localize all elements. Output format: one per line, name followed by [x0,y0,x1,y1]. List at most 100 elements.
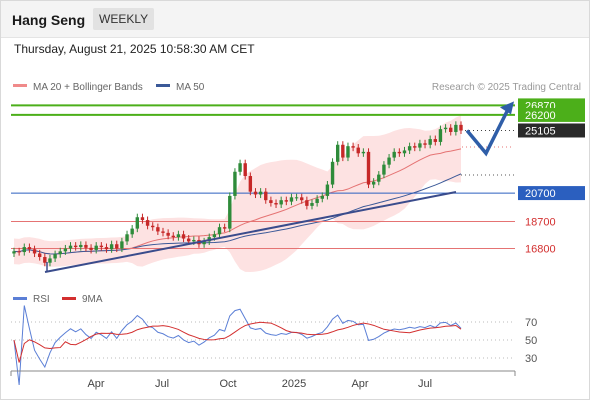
candle-body [151,225,155,228]
rsi-legend-swatch [13,297,27,300]
candle-body [346,146,350,158]
rsi-panel: 70 50 30 [11,305,537,386]
candle-body [459,124,463,131]
candle-body [423,143,427,145]
candle-body [125,234,129,242]
candle-body [130,228,134,235]
candle-body [351,146,355,148]
candle-body [22,247,26,253]
candle-body [377,174,381,182]
ma50-legend-swatch [156,84,170,87]
candle-body [438,129,443,142]
level-tag-26200 [518,107,585,122]
support-trendline [44,191,457,273]
candle-body [73,245,78,248]
projection-arrow-path [465,104,512,157]
candle-body [253,191,258,195]
candle-body [449,127,453,132]
candle-body [248,176,253,192]
candle-body [315,198,319,204]
rsi-line [13,305,462,386]
candle-body [325,184,330,196]
candle-body [43,257,47,263]
candle-body [335,144,340,162]
candle-body [228,195,232,229]
candle-body [17,251,21,253]
candle-body [84,244,88,248]
level-label-20700: 20700 [525,188,556,200]
candle-body [171,235,175,238]
candle-body [120,241,124,249]
candle-body [264,191,268,201]
candle-body [192,239,196,242]
candle-body [407,146,412,151]
candle-body [274,203,278,205]
candle-body [418,143,422,148]
candle-body [135,217,140,229]
candle-body [341,144,345,158]
last-price-tag [518,123,585,138]
candle-body [366,151,371,185]
candle-body [68,245,73,249]
rsi-legend-label: RSI [33,294,50,305]
overlay-lines [44,101,514,273]
candle-body [454,124,458,132]
candle-body [109,244,114,250]
candle-body [413,146,417,148]
candle-body [89,247,93,250]
candle-body [58,251,62,255]
candle-body [233,171,237,196]
candle-body [238,163,242,172]
candle-body [53,254,57,259]
candle-body [12,251,16,254]
level-tag-20700 [518,186,585,201]
candle-body [402,150,407,154]
candle-body [166,232,170,236]
candle-body [37,253,42,258]
x-tick-label: Jul [155,378,169,390]
ma50-legend-label: MA 50 [176,82,205,93]
candle-body [145,220,150,226]
instrument-title: Hang Seng [12,12,86,28]
copyright-label: Research © 2025 Trading Central [432,82,581,93]
x-tick-label: Oct [219,378,236,390]
candle-body [212,234,217,238]
candle-body [94,245,98,250]
candle-body [269,200,273,204]
candle-body [176,234,181,238]
x-tick-label: 2025 [282,378,306,390]
x-tick-label: Jul [418,378,432,390]
rsi-ma-legend-label: 9MA [82,294,103,305]
projection-arrow-head [500,101,514,115]
candle-body [330,161,335,185]
candle-body [104,247,109,250]
x-tick-label: Apr [351,378,368,390]
rsi-tick-label: 30 [525,353,537,365]
candle-body [392,151,396,158]
candle-body [99,245,104,248]
rsi-tick-label: 70 [525,317,537,329]
candle-body [243,163,247,177]
ma50-line [13,173,462,255]
candle-body [32,249,37,254]
candle-body [27,247,32,250]
rsi-ma-line [13,321,462,363]
candle-body [433,139,438,142]
candle-body [397,151,402,154]
candle-body [63,248,68,252]
candle-body [305,200,309,206]
candle-body [181,234,186,239]
x-axis: Apr Jul Oct 2025 Apr Jul [10,370,516,390]
candle-body [284,200,289,202]
candle-body [300,197,304,201]
period-button[interactable]: WEEKLY [93,8,155,30]
candle-body [115,244,119,249]
x-tick-label: Apr [87,378,104,390]
candle-body [279,200,283,205]
candle-body [356,147,360,154]
candle-body [428,139,432,145]
candle-body [387,157,391,165]
candle-body [161,231,165,233]
